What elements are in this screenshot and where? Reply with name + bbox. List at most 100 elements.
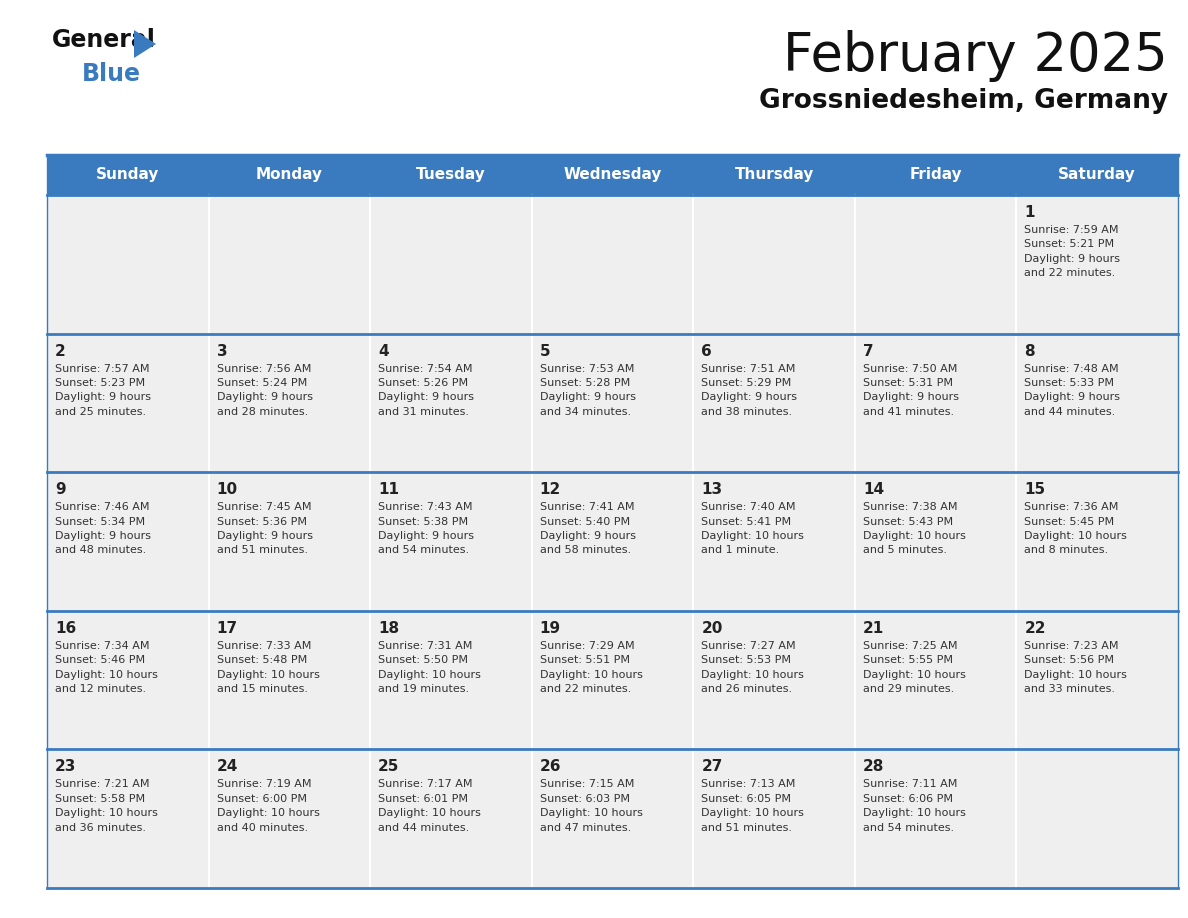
Polygon shape — [371, 472, 532, 610]
Polygon shape — [1017, 472, 1178, 610]
Polygon shape — [855, 610, 1017, 749]
Text: Grossniedesheim, Germany: Grossniedesheim, Germany — [759, 88, 1168, 114]
Polygon shape — [209, 749, 371, 888]
Polygon shape — [532, 610, 694, 749]
Text: Sunrise: 7:11 AM
Sunset: 6:06 PM
Daylight: 10 hours
and 54 minutes.: Sunrise: 7:11 AM Sunset: 6:06 PM Dayligh… — [862, 779, 966, 833]
Text: 13: 13 — [701, 482, 722, 498]
Text: 26: 26 — [539, 759, 561, 775]
Text: 10: 10 — [216, 482, 238, 498]
Text: Saturday: Saturday — [1059, 167, 1136, 183]
Text: Sunrise: 7:40 AM
Sunset: 5:41 PM
Daylight: 10 hours
and 1 minute.: Sunrise: 7:40 AM Sunset: 5:41 PM Dayligh… — [701, 502, 804, 555]
Text: Sunrise: 7:33 AM
Sunset: 5:48 PM
Daylight: 10 hours
and 15 minutes.: Sunrise: 7:33 AM Sunset: 5:48 PM Dayligh… — [216, 641, 320, 694]
Polygon shape — [855, 155, 1017, 195]
Text: 19: 19 — [539, 621, 561, 636]
Polygon shape — [694, 610, 855, 749]
Text: Blue: Blue — [82, 62, 141, 86]
Text: Sunrise: 7:36 AM
Sunset: 5:45 PM
Daylight: 10 hours
and 8 minutes.: Sunrise: 7:36 AM Sunset: 5:45 PM Dayligh… — [1024, 502, 1127, 555]
Text: 14: 14 — [862, 482, 884, 498]
Text: General: General — [52, 28, 156, 52]
Polygon shape — [855, 749, 1017, 888]
Text: Thursday: Thursday — [734, 167, 814, 183]
Polygon shape — [371, 195, 532, 333]
Text: 6: 6 — [701, 343, 712, 359]
Polygon shape — [532, 749, 694, 888]
Text: Sunrise: 7:29 AM
Sunset: 5:51 PM
Daylight: 10 hours
and 22 minutes.: Sunrise: 7:29 AM Sunset: 5:51 PM Dayligh… — [539, 641, 643, 694]
Text: Sunrise: 7:17 AM
Sunset: 6:01 PM
Daylight: 10 hours
and 44 minutes.: Sunrise: 7:17 AM Sunset: 6:01 PM Dayligh… — [378, 779, 481, 833]
Text: Sunrise: 7:59 AM
Sunset: 5:21 PM
Daylight: 9 hours
and 22 minutes.: Sunrise: 7:59 AM Sunset: 5:21 PM Dayligh… — [1024, 225, 1120, 278]
Text: 23: 23 — [55, 759, 76, 775]
Text: Sunrise: 7:41 AM
Sunset: 5:40 PM
Daylight: 9 hours
and 58 minutes.: Sunrise: 7:41 AM Sunset: 5:40 PM Dayligh… — [539, 502, 636, 555]
Polygon shape — [371, 155, 532, 195]
Polygon shape — [48, 610, 209, 749]
Text: Sunrise: 7:45 AM
Sunset: 5:36 PM
Daylight: 9 hours
and 51 minutes.: Sunrise: 7:45 AM Sunset: 5:36 PM Dayligh… — [216, 502, 312, 555]
Text: Monday: Monday — [255, 167, 323, 183]
Polygon shape — [48, 472, 209, 610]
Polygon shape — [209, 472, 371, 610]
Polygon shape — [855, 333, 1017, 472]
Text: Sunrise: 7:23 AM
Sunset: 5:56 PM
Daylight: 10 hours
and 33 minutes.: Sunrise: 7:23 AM Sunset: 5:56 PM Dayligh… — [1024, 641, 1127, 694]
Polygon shape — [694, 472, 855, 610]
Polygon shape — [532, 472, 694, 610]
Text: 24: 24 — [216, 759, 238, 775]
Text: 17: 17 — [216, 621, 238, 636]
Text: Sunrise: 7:48 AM
Sunset: 5:33 PM
Daylight: 9 hours
and 44 minutes.: Sunrise: 7:48 AM Sunset: 5:33 PM Dayligh… — [1024, 364, 1120, 417]
Text: 9: 9 — [55, 482, 65, 498]
Text: Wednesday: Wednesday — [563, 167, 662, 183]
Text: 22: 22 — [1024, 621, 1045, 636]
Text: 15: 15 — [1024, 482, 1045, 498]
Polygon shape — [48, 155, 209, 195]
Text: 1: 1 — [1024, 205, 1035, 220]
Polygon shape — [371, 333, 532, 472]
Text: 27: 27 — [701, 759, 722, 775]
Text: 7: 7 — [862, 343, 873, 359]
Polygon shape — [694, 333, 855, 472]
Text: 3: 3 — [216, 343, 227, 359]
Polygon shape — [694, 749, 855, 888]
Text: Sunday: Sunday — [96, 167, 159, 183]
Polygon shape — [209, 610, 371, 749]
Text: Sunrise: 7:51 AM
Sunset: 5:29 PM
Daylight: 9 hours
and 38 minutes.: Sunrise: 7:51 AM Sunset: 5:29 PM Dayligh… — [701, 364, 797, 417]
Text: 25: 25 — [378, 759, 399, 775]
Polygon shape — [134, 30, 156, 58]
Polygon shape — [1017, 155, 1178, 195]
Text: 8: 8 — [1024, 343, 1035, 359]
Text: 2: 2 — [55, 343, 65, 359]
Polygon shape — [532, 155, 694, 195]
Text: Sunrise: 7:50 AM
Sunset: 5:31 PM
Daylight: 9 hours
and 41 minutes.: Sunrise: 7:50 AM Sunset: 5:31 PM Dayligh… — [862, 364, 959, 417]
Polygon shape — [371, 749, 532, 888]
Text: Sunrise: 7:53 AM
Sunset: 5:28 PM
Daylight: 9 hours
and 34 minutes.: Sunrise: 7:53 AM Sunset: 5:28 PM Dayligh… — [539, 364, 636, 417]
Text: Sunrise: 7:43 AM
Sunset: 5:38 PM
Daylight: 9 hours
and 54 minutes.: Sunrise: 7:43 AM Sunset: 5:38 PM Dayligh… — [378, 502, 474, 555]
Text: Friday: Friday — [909, 167, 962, 183]
Polygon shape — [1017, 333, 1178, 472]
Text: Sunrise: 7:34 AM
Sunset: 5:46 PM
Daylight: 10 hours
and 12 minutes.: Sunrise: 7:34 AM Sunset: 5:46 PM Dayligh… — [55, 641, 158, 694]
Polygon shape — [1017, 195, 1178, 333]
Text: Sunrise: 7:25 AM
Sunset: 5:55 PM
Daylight: 10 hours
and 29 minutes.: Sunrise: 7:25 AM Sunset: 5:55 PM Dayligh… — [862, 641, 966, 694]
Text: Sunrise: 7:19 AM
Sunset: 6:00 PM
Daylight: 10 hours
and 40 minutes.: Sunrise: 7:19 AM Sunset: 6:00 PM Dayligh… — [216, 779, 320, 833]
Polygon shape — [209, 155, 371, 195]
Text: Sunrise: 7:15 AM
Sunset: 6:03 PM
Daylight: 10 hours
and 47 minutes.: Sunrise: 7:15 AM Sunset: 6:03 PM Dayligh… — [539, 779, 643, 833]
Polygon shape — [209, 333, 371, 472]
Text: Sunrise: 7:27 AM
Sunset: 5:53 PM
Daylight: 10 hours
and 26 minutes.: Sunrise: 7:27 AM Sunset: 5:53 PM Dayligh… — [701, 641, 804, 694]
Polygon shape — [855, 195, 1017, 333]
Text: Sunrise: 7:31 AM
Sunset: 5:50 PM
Daylight: 10 hours
and 19 minutes.: Sunrise: 7:31 AM Sunset: 5:50 PM Dayligh… — [378, 641, 481, 694]
Text: Sunrise: 7:56 AM
Sunset: 5:24 PM
Daylight: 9 hours
and 28 minutes.: Sunrise: 7:56 AM Sunset: 5:24 PM Dayligh… — [216, 364, 312, 417]
Text: Sunrise: 7:21 AM
Sunset: 5:58 PM
Daylight: 10 hours
and 36 minutes.: Sunrise: 7:21 AM Sunset: 5:58 PM Dayligh… — [55, 779, 158, 833]
Text: Sunrise: 7:46 AM
Sunset: 5:34 PM
Daylight: 9 hours
and 48 minutes.: Sunrise: 7:46 AM Sunset: 5:34 PM Dayligh… — [55, 502, 151, 555]
Text: Sunrise: 7:57 AM
Sunset: 5:23 PM
Daylight: 9 hours
and 25 minutes.: Sunrise: 7:57 AM Sunset: 5:23 PM Dayligh… — [55, 364, 151, 417]
Text: 20: 20 — [701, 621, 722, 636]
Text: Sunrise: 7:13 AM
Sunset: 6:05 PM
Daylight: 10 hours
and 51 minutes.: Sunrise: 7:13 AM Sunset: 6:05 PM Dayligh… — [701, 779, 804, 833]
Polygon shape — [532, 195, 694, 333]
Text: 28: 28 — [862, 759, 884, 775]
Polygon shape — [48, 749, 209, 888]
Text: Sunrise: 7:38 AM
Sunset: 5:43 PM
Daylight: 10 hours
and 5 minutes.: Sunrise: 7:38 AM Sunset: 5:43 PM Dayligh… — [862, 502, 966, 555]
Polygon shape — [855, 472, 1017, 610]
Text: 18: 18 — [378, 621, 399, 636]
Text: 21: 21 — [862, 621, 884, 636]
Polygon shape — [694, 195, 855, 333]
Polygon shape — [1017, 749, 1178, 888]
Text: February 2025: February 2025 — [783, 30, 1168, 82]
Text: 4: 4 — [378, 343, 388, 359]
Text: 5: 5 — [539, 343, 550, 359]
Polygon shape — [532, 333, 694, 472]
Polygon shape — [48, 195, 209, 333]
